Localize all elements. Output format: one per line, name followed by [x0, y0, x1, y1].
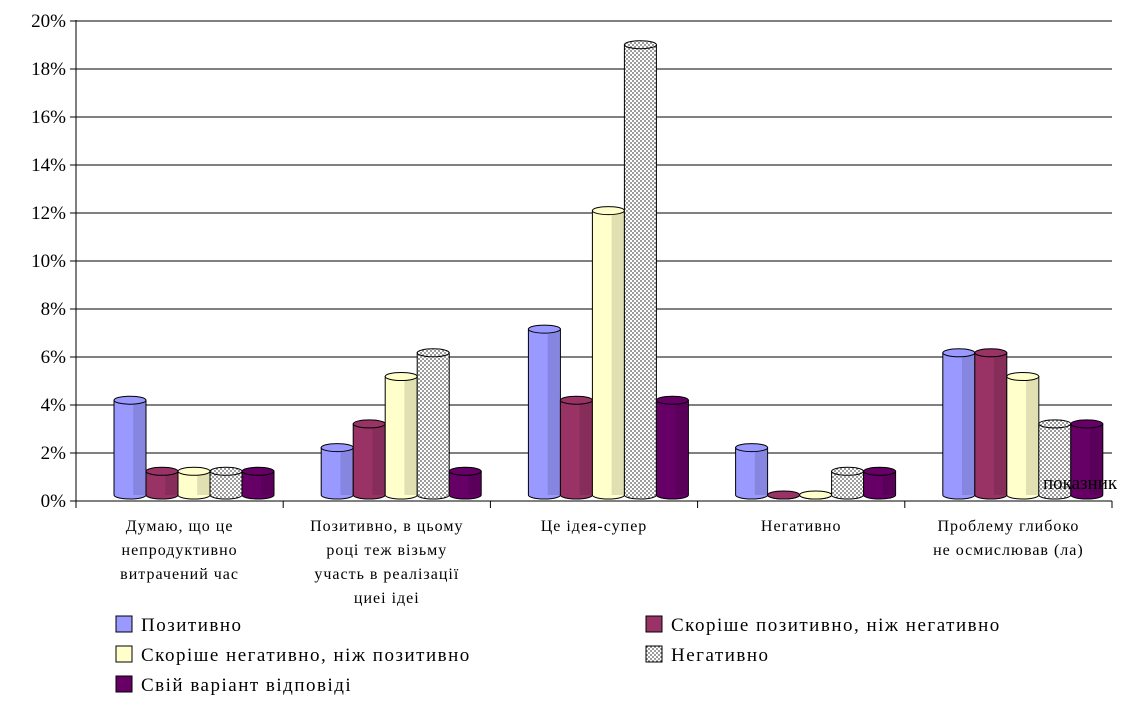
legend-swatch — [645, 615, 663, 633]
legend-swatch — [115, 675, 133, 693]
legend-entry: Скоріше негативно, ніж позитивно — [141, 645, 471, 666]
legend-entry: Свій варіант відповіді — [141, 675, 352, 696]
bar — [1038, 419, 1072, 500]
bar — [974, 348, 1008, 500]
x-tick-label: Думаю, що це — [126, 518, 234, 535]
y-tick-label: 20% — [31, 11, 66, 32]
bar — [241, 466, 275, 500]
axes — [70, 20, 1113, 508]
bar — [384, 372, 418, 500]
y-tick-label: 16% — [31, 107, 66, 128]
y-tick-label: 4% — [41, 395, 67, 416]
bar — [527, 324, 561, 500]
bar — [1006, 372, 1040, 500]
bar — [735, 443, 769, 500]
x-axis-label: показник — [1043, 473, 1118, 494]
bar — [831, 466, 865, 500]
x-tick-label: Позитивно, в цьому — [310, 518, 463, 535]
bar — [320, 443, 354, 500]
bar — [177, 466, 211, 500]
bar — [416, 348, 450, 500]
y-tick-label: 8% — [41, 299, 67, 320]
legend-entry: Позитивно — [141, 615, 243, 636]
legend-entry: Скоріше позитивно, ніж негативно — [671, 615, 1001, 636]
x-tick-label: участь в реалізації — [314, 566, 459, 583]
y-tick-label: 10% — [31, 251, 66, 272]
bar — [623, 40, 657, 500]
bar — [942, 348, 976, 500]
x-tick-label: році теж візьму — [326, 542, 447, 559]
x-tick-label: Це ідея-супер — [541, 518, 648, 535]
bar — [209, 466, 243, 500]
bar — [767, 490, 801, 500]
bar — [799, 490, 833, 500]
bar — [655, 395, 689, 500]
y-tick-label: 12% — [31, 203, 66, 224]
y-tick-label: 14% — [31, 155, 66, 176]
y-tick-labels: 0% 2% 4% 6% 8% 10% 12% 14% 16% 18% 20% — [31, 11, 66, 512]
bar — [863, 466, 897, 500]
bars — [113, 40, 1104, 500]
y-tick-label: 18% — [31, 59, 66, 80]
x-tick-label: Негативно — [761, 518, 842, 535]
x-tick-label: Проблему глибоко — [937, 518, 1079, 535]
x-tick-label: витрачений час — [120, 566, 239, 583]
category-labels: Думаю, що це непродуктивно витрачений час П… — [120, 518, 1084, 607]
y-tick-label: 2% — [41, 443, 67, 464]
legend-entry: Негативно — [671, 645, 770, 666]
legend-swatch — [645, 645, 663, 663]
bar — [559, 395, 593, 500]
legend-swatch — [115, 645, 133, 663]
bar — [448, 466, 482, 500]
bar — [352, 419, 386, 500]
x-tick-label: непродуктивно — [122, 542, 238, 559]
x-tick-label: не осмислював (ла) — [933, 542, 1084, 559]
y-tick-label: 0% — [41, 491, 67, 512]
y-tick-label: 6% — [41, 347, 67, 368]
legend: Позитивно Скоріше позитивно, ніж негативн… — [115, 615, 1001, 696]
bar — [591, 206, 625, 500]
x-tick-label: циеі ідеі — [354, 590, 420, 607]
bar — [1070, 419, 1104, 500]
legend-swatch — [115, 615, 133, 633]
bar — [113, 395, 147, 500]
bar — [145, 466, 179, 500]
